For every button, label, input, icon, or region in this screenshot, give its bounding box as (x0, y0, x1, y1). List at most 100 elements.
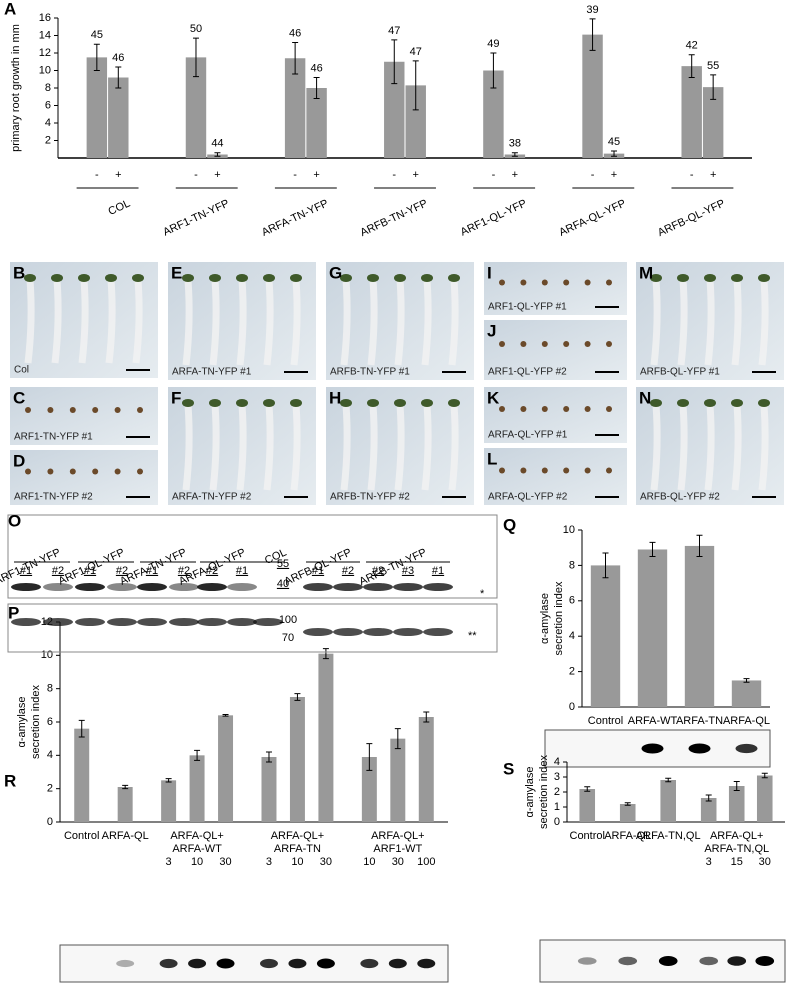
cotyledon (51, 274, 63, 282)
seed (563, 341, 570, 347)
seedling (367, 404, 378, 491)
group-label: ARFA-TN (274, 843, 321, 855)
blot-band (360, 958, 379, 969)
bar (579, 789, 596, 822)
band (137, 618, 167, 626)
bar (390, 738, 406, 822)
photo-caption: ARF1-QL-YFP #2 (488, 367, 567, 378)
error-bar (292, 42, 299, 75)
photo-letter: M (639, 263, 653, 282)
photo-caption: ARFA-TN-YFP #1 (172, 367, 252, 378)
y-tick-label: 6 (569, 595, 575, 607)
seedling (758, 404, 769, 491)
y-tick-label: 10 (563, 524, 575, 536)
x-tick-label: 3 (266, 856, 272, 868)
bar (684, 545, 715, 707)
error-bar (214, 152, 221, 157)
seedling (290, 279, 301, 366)
seed (520, 406, 527, 412)
seedling (704, 279, 715, 366)
blot-band (618, 956, 638, 966)
n-label: 38 (509, 138, 521, 150)
photo-letter: H (329, 388, 341, 407)
seed (114, 468, 121, 475)
error-bar (511, 152, 518, 157)
bar (289, 697, 305, 822)
bar (637, 549, 668, 707)
bar (86, 57, 108, 158)
photo (484, 387, 627, 443)
n-label: 46 (289, 27, 301, 39)
bar (161, 780, 177, 822)
error-bar (78, 719, 85, 738)
group-label: ARFA-TN-YFP (260, 197, 330, 238)
lane-label: #2 (342, 565, 354, 577)
mw-marker: 40 (277, 578, 289, 590)
error-bar (710, 74, 717, 100)
seed (584, 341, 591, 347)
bar (218, 715, 234, 822)
photo (484, 320, 627, 380)
group-label: ARFA-QL (604, 830, 651, 842)
group-label: ARFA-QL+ (170, 830, 224, 842)
cotyledon (731, 399, 743, 407)
y-axis-label: α-amylase (539, 593, 551, 644)
seed (541, 467, 548, 474)
y-tick-label: 0 (47, 816, 53, 828)
cotyledon (263, 274, 275, 282)
group-label: ARFA-WT (628, 715, 678, 727)
n-label: 49 (487, 38, 499, 50)
blot-band (388, 958, 407, 969)
cotyledon (209, 274, 221, 282)
seedling (650, 279, 661, 366)
x-tick-label: + (611, 169, 617, 181)
x-tick-label: 3 (706, 856, 712, 868)
error-bar (602, 552, 609, 579)
bar (681, 66, 702, 158)
cotyledon (704, 399, 716, 407)
photo-letter: D (13, 451, 25, 470)
blot-frame (7, 603, 498, 653)
seedling (24, 279, 35, 364)
cotyledon (758, 399, 770, 407)
seed (137, 468, 143, 475)
seedling (394, 404, 405, 491)
seed (92, 407, 99, 413)
n-label: 42 (686, 40, 698, 52)
n-label: 55 (707, 60, 719, 72)
y-tick-label: 2 (47, 783, 53, 795)
bar (306, 88, 327, 158)
seedling (263, 404, 274, 491)
band (423, 628, 453, 636)
cotyledon (236, 274, 248, 282)
cotyledon (394, 399, 406, 407)
x-tick-label: - (492, 169, 496, 181)
band (137, 583, 167, 591)
x-tick-label: - (95, 169, 99, 181)
seed (541, 279, 548, 286)
cotyledon (367, 399, 379, 407)
x-tick-label: - (392, 169, 396, 181)
seed (584, 406, 591, 412)
seed (584, 467, 591, 474)
seedling (51, 279, 62, 364)
error-bar (222, 714, 229, 717)
band (107, 618, 137, 626)
seedling (78, 279, 89, 364)
photo-caption: ARFA-QL-YFP #2 (488, 492, 568, 503)
y-tick-label: 6 (47, 716, 53, 728)
blot-letter: O (8, 511, 21, 530)
x-tick-label: 30 (759, 856, 771, 868)
lane-label: #3 (402, 565, 414, 577)
group-label: ARFB-TN-YFP (359, 197, 430, 239)
y-axis-label: α-amylase (16, 697, 28, 748)
cotyledon (24, 274, 36, 282)
y-tick-label: 10 (39, 64, 51, 76)
cotyledon (421, 274, 433, 282)
cotyledon (132, 274, 144, 282)
photo-letter: C (13, 388, 25, 407)
error-bar (265, 751, 272, 763)
seed (499, 279, 505, 286)
group-label: ARF1-WT (373, 843, 422, 855)
photo-letter: K (487, 388, 500, 407)
